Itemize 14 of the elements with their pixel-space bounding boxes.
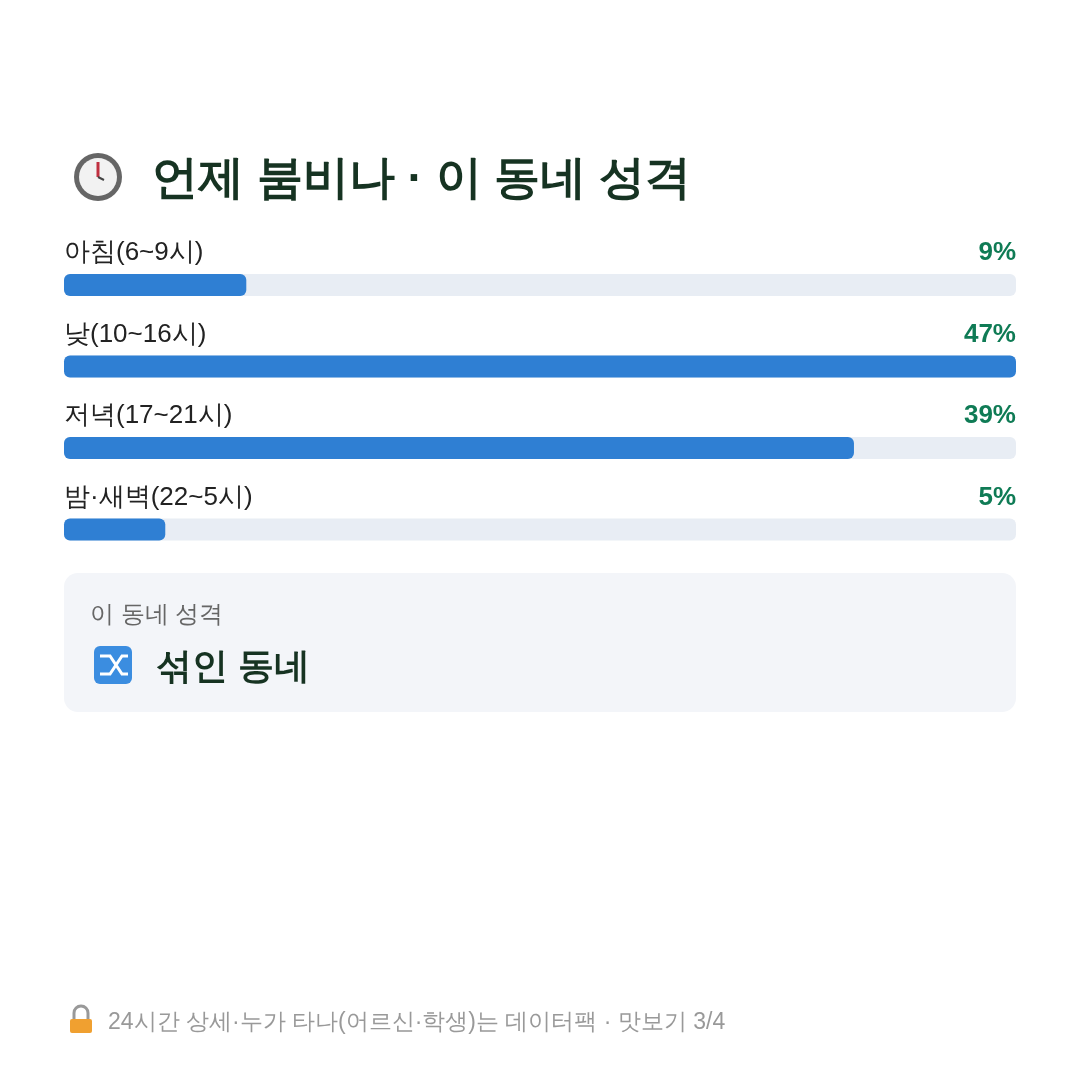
bar: [64, 518, 166, 541]
bar: [64, 274, 247, 296]
data-label: 5%: [978, 480, 1016, 511]
y-tick-label: 낮(10~16시): [64, 317, 207, 348]
data-label: 9%: [978, 236, 1016, 266]
y-tick-label: 저녁(17~21시): [64, 399, 233, 429]
data-label: 39%: [963, 399, 1016, 429]
text: 섞인 동네: [156, 645, 311, 686]
y-tick-label: 밤·새벽(22~5시): [64, 480, 253, 511]
text: 24시간 상세·누가 타나(어르신·학생)는 데이터팩 · 맛보기 3/4: [108, 1008, 726, 1034]
y-tick-label: 아침(6~9시): [64, 236, 204, 266]
chart-title: 언제 붐비나 · 이 동네 성격: [152, 151, 692, 203]
data-label: 47%: [963, 317, 1016, 348]
text: 이 동네 성격: [90, 600, 224, 627]
